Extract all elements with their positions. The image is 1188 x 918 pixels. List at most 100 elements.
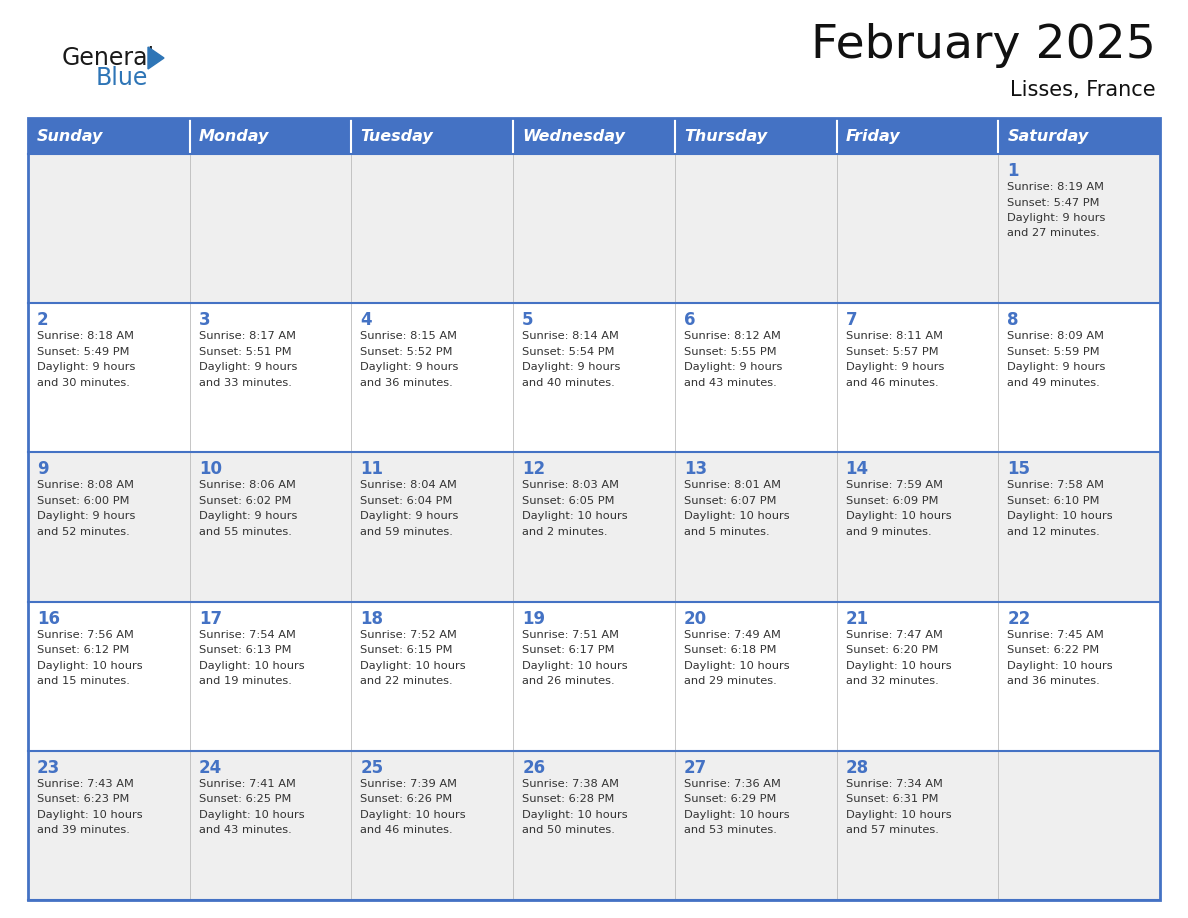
Text: 2: 2 xyxy=(37,311,49,330)
Text: 25: 25 xyxy=(360,759,384,777)
Text: and 39 minutes.: and 39 minutes. xyxy=(37,825,129,835)
Bar xyxy=(352,118,513,154)
Text: Sunset: 6:29 PM: Sunset: 6:29 PM xyxy=(684,794,776,804)
Text: Sunrise: 8:04 AM: Sunrise: 8:04 AM xyxy=(360,480,457,490)
Text: Lisses, France: Lisses, France xyxy=(1010,80,1156,100)
Text: Sunset: 6:31 PM: Sunset: 6:31 PM xyxy=(846,794,939,804)
Bar xyxy=(836,601,998,751)
Bar xyxy=(675,154,836,303)
Text: and 5 minutes.: and 5 minutes. xyxy=(684,527,770,537)
Text: and 52 minutes.: and 52 minutes. xyxy=(37,527,129,537)
Text: Sunrise: 7:38 AM: Sunrise: 7:38 AM xyxy=(523,778,619,789)
Bar xyxy=(29,453,190,601)
Text: Tuesday: Tuesday xyxy=(360,129,434,143)
Text: and 36 minutes.: and 36 minutes. xyxy=(1007,676,1100,686)
Bar xyxy=(675,453,836,601)
Bar xyxy=(513,154,675,303)
Text: Daylight: 9 hours: Daylight: 9 hours xyxy=(360,511,459,521)
Text: Sunset: 5:54 PM: Sunset: 5:54 PM xyxy=(523,347,614,357)
Text: Sunrise: 7:43 AM: Sunrise: 7:43 AM xyxy=(37,778,134,789)
Text: and 59 minutes.: and 59 minutes. xyxy=(360,527,454,537)
Bar xyxy=(29,118,1159,900)
Text: 23: 23 xyxy=(37,759,61,777)
Text: Sunset: 6:02 PM: Sunset: 6:02 PM xyxy=(198,496,291,506)
Text: Daylight: 10 hours: Daylight: 10 hours xyxy=(523,661,627,671)
Text: and 50 minutes.: and 50 minutes. xyxy=(523,825,615,835)
Bar xyxy=(836,453,998,601)
Text: Sunset: 6:28 PM: Sunset: 6:28 PM xyxy=(523,794,614,804)
Text: 9: 9 xyxy=(37,461,49,478)
Text: 10: 10 xyxy=(198,461,222,478)
Polygon shape xyxy=(148,47,164,69)
Text: Friday: Friday xyxy=(846,129,901,143)
Text: 18: 18 xyxy=(360,610,384,628)
Text: Daylight: 10 hours: Daylight: 10 hours xyxy=(684,661,790,671)
Bar xyxy=(513,751,675,900)
Text: and 27 minutes.: and 27 minutes. xyxy=(1007,229,1100,239)
Text: Sunrise: 7:59 AM: Sunrise: 7:59 AM xyxy=(846,480,942,490)
Bar xyxy=(190,453,352,601)
Text: Daylight: 10 hours: Daylight: 10 hours xyxy=(523,810,627,820)
Text: Sunset: 5:47 PM: Sunset: 5:47 PM xyxy=(1007,197,1100,207)
Text: General: General xyxy=(62,46,156,70)
Text: Sunset: 5:51 PM: Sunset: 5:51 PM xyxy=(198,347,291,357)
Text: Sunset: 5:49 PM: Sunset: 5:49 PM xyxy=(37,347,129,357)
Text: Daylight: 10 hours: Daylight: 10 hours xyxy=(523,511,627,521)
Text: Daylight: 9 hours: Daylight: 9 hours xyxy=(523,363,620,372)
Bar xyxy=(998,751,1159,900)
Text: and 43 minutes.: and 43 minutes. xyxy=(198,825,291,835)
Text: 11: 11 xyxy=(360,461,384,478)
Text: and 15 minutes.: and 15 minutes. xyxy=(37,676,129,686)
Text: 3: 3 xyxy=(198,311,210,330)
Bar xyxy=(190,154,352,303)
Text: and 53 minutes.: and 53 minutes. xyxy=(684,825,777,835)
Text: and 33 minutes.: and 33 minutes. xyxy=(198,377,291,387)
Text: Monday: Monday xyxy=(198,129,270,143)
Text: and 30 minutes.: and 30 minutes. xyxy=(37,377,129,387)
Text: Sunrise: 7:34 AM: Sunrise: 7:34 AM xyxy=(846,778,942,789)
Text: Daylight: 9 hours: Daylight: 9 hours xyxy=(846,363,944,372)
Text: Sunrise: 7:51 AM: Sunrise: 7:51 AM xyxy=(523,630,619,640)
Text: Sunrise: 8:11 AM: Sunrise: 8:11 AM xyxy=(846,331,942,341)
Text: 17: 17 xyxy=(198,610,222,628)
Text: and 29 minutes.: and 29 minutes. xyxy=(684,676,777,686)
Bar xyxy=(352,154,513,303)
Text: Daylight: 9 hours: Daylight: 9 hours xyxy=(360,363,459,372)
Text: Sunrise: 8:08 AM: Sunrise: 8:08 AM xyxy=(37,480,134,490)
Text: Sunrise: 8:19 AM: Sunrise: 8:19 AM xyxy=(1007,182,1105,192)
Text: and 2 minutes.: and 2 minutes. xyxy=(523,527,607,537)
Text: Daylight: 10 hours: Daylight: 10 hours xyxy=(846,661,952,671)
Text: Daylight: 9 hours: Daylight: 9 hours xyxy=(1007,363,1106,372)
Text: 22: 22 xyxy=(1007,610,1030,628)
Text: Sunset: 6:07 PM: Sunset: 6:07 PM xyxy=(684,496,776,506)
Text: Sunset: 6:12 PM: Sunset: 6:12 PM xyxy=(37,645,129,655)
Text: 20: 20 xyxy=(684,610,707,628)
Bar xyxy=(29,154,190,303)
Text: Sunrise: 8:15 AM: Sunrise: 8:15 AM xyxy=(360,331,457,341)
Text: and 40 minutes.: and 40 minutes. xyxy=(523,377,615,387)
Text: Sunset: 6:26 PM: Sunset: 6:26 PM xyxy=(360,794,453,804)
Text: Daylight: 10 hours: Daylight: 10 hours xyxy=(37,661,143,671)
Text: Daylight: 9 hours: Daylight: 9 hours xyxy=(37,511,135,521)
Bar xyxy=(998,118,1159,154)
Bar xyxy=(29,303,190,453)
Text: Sunrise: 7:39 AM: Sunrise: 7:39 AM xyxy=(360,778,457,789)
Text: Daylight: 10 hours: Daylight: 10 hours xyxy=(360,810,466,820)
Text: 6: 6 xyxy=(684,311,695,330)
Text: 16: 16 xyxy=(37,610,61,628)
Text: and 57 minutes.: and 57 minutes. xyxy=(846,825,939,835)
Text: Sunset: 5:57 PM: Sunset: 5:57 PM xyxy=(846,347,939,357)
Text: and 22 minutes.: and 22 minutes. xyxy=(360,676,453,686)
Bar xyxy=(29,601,190,751)
Text: Saturday: Saturday xyxy=(1007,129,1088,143)
Text: Daylight: 10 hours: Daylight: 10 hours xyxy=(360,661,466,671)
Text: Daylight: 10 hours: Daylight: 10 hours xyxy=(198,661,304,671)
Text: 21: 21 xyxy=(846,610,868,628)
Bar xyxy=(675,303,836,453)
Text: Blue: Blue xyxy=(96,66,148,90)
Text: Thursday: Thursday xyxy=(684,129,767,143)
Bar xyxy=(513,453,675,601)
Text: Sunrise: 7:49 AM: Sunrise: 7:49 AM xyxy=(684,630,781,640)
Bar xyxy=(513,601,675,751)
Text: Sunrise: 7:56 AM: Sunrise: 7:56 AM xyxy=(37,630,134,640)
